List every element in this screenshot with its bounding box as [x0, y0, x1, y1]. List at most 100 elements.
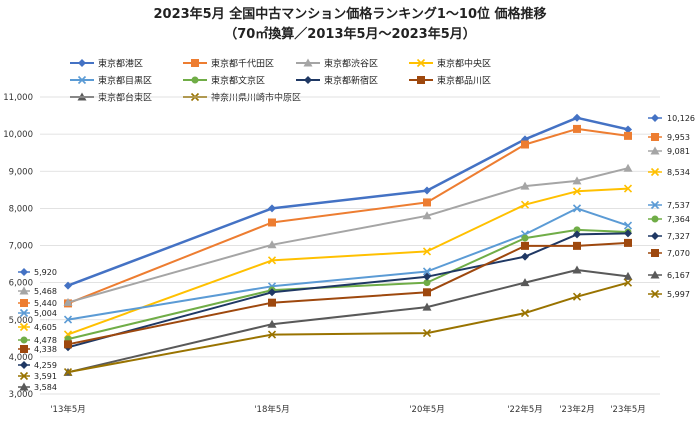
- start-label: 4,338: [18, 345, 57, 354]
- chart-title: 2023年5月 全国中古マンション価格ランキング1～10位 価格推移: [153, 6, 546, 22]
- legend-item: 東京都目黒区: [70, 75, 152, 87]
- end-label: 10,126: [648, 114, 695, 123]
- series-line: [67, 116, 629, 287]
- data-point: [573, 113, 581, 122]
- start-value: 4,478: [34, 336, 57, 345]
- y-tick-label: 6,000: [9, 279, 33, 289]
- chart-subtitle: （70㎡換算／2013年5月～2023年5月）: [224, 26, 476, 42]
- y-tick-label: 3,000: [9, 390, 33, 400]
- data-point: [623, 163, 633, 172]
- start-label: 5,920: [18, 268, 57, 277]
- label-key-marker: [650, 200, 660, 210]
- series-line: [67, 232, 629, 349]
- start-label: 5,468: [18, 286, 57, 296]
- legend-item: 東京都文京区: [183, 75, 265, 87]
- legend-item: 東京都渋谷区: [296, 58, 378, 70]
- series-line: [67, 241, 629, 346]
- data-point: [423, 288, 431, 297]
- legend-marker: [416, 58, 426, 68]
- end-label: 5,997: [648, 289, 690, 299]
- start-value: 5,920: [34, 268, 57, 277]
- data-point: [267, 256, 277, 265]
- label-key-marker: [651, 133, 659, 141]
- start-value: 4,259: [34, 361, 57, 370]
- data-point: [573, 241, 581, 250]
- label-key-marker: [651, 232, 659, 240]
- x-tick-label: '18年5月: [254, 404, 290, 415]
- label-key-marker: [19, 382, 29, 391]
- data-point: [63, 297, 73, 306]
- legend-label: 東京都渋谷区: [324, 58, 378, 70]
- y-tick-label: 8,000: [9, 204, 33, 214]
- legend-label: 神奈川県川崎市中原区: [211, 92, 301, 104]
- series-line: [67, 207, 629, 321]
- data-point: [521, 241, 529, 250]
- end-value: 10,126: [667, 114, 695, 123]
- y-axis: 3,000 4,000 5,000 6,000 7,000 8,000 9,000 10,00…: [3, 93, 33, 400]
- legend-label: 東京都品川区: [437, 75, 491, 87]
- label-key-marker: [20, 345, 28, 353]
- start-label: 3,591: [18, 371, 57, 381]
- y-tick-label: 11,000: [3, 93, 33, 103]
- x-axis: '13年5月 '18年5月 '20年5月 '22年5月 '23年2月 '23年5月: [50, 404, 646, 415]
- data-point: [268, 288, 276, 297]
- data-point: [623, 278, 633, 287]
- legend-label: 東京都港区: [98, 58, 143, 70]
- series-10: [63, 278, 633, 377]
- data-point: [422, 247, 432, 256]
- series-line: [67, 269, 629, 374]
- legend-marker: [303, 58, 313, 67]
- x-tick-label: '23年5月: [610, 404, 646, 415]
- label-key-marker: [19, 286, 29, 295]
- end-label: 9,081: [648, 146, 690, 156]
- series-line: [67, 127, 629, 305]
- data-point: [267, 330, 277, 339]
- end-label: 9,953: [648, 133, 690, 142]
- data-point: [267, 319, 277, 328]
- data-point: [422, 267, 432, 276]
- end-label: 7,070: [648, 249, 690, 258]
- end-value: 7,070: [667, 249, 690, 258]
- data-point: [520, 278, 530, 287]
- legend-marker: [191, 76, 199, 84]
- end-value: 5,997: [667, 290, 690, 299]
- data-point: [63, 315, 73, 324]
- data-point: [623, 221, 633, 230]
- label-key-marker: [19, 308, 29, 318]
- series-8: [64, 238, 632, 349]
- legend-marker: [77, 75, 87, 85]
- legend-item: 東京都新宿区: [296, 75, 378, 87]
- label-key-marker: [19, 322, 29, 332]
- data-point: [267, 240, 277, 249]
- data-point: [64, 340, 72, 349]
- data-point: [572, 292, 582, 301]
- data-point: [422, 302, 432, 311]
- end-value: 6,167: [667, 271, 690, 280]
- end-value: 7,327: [667, 232, 690, 241]
- label-key-marker: [651, 249, 659, 257]
- legend-item: 東京都千代田区: [183, 58, 274, 70]
- label-key-marker: [20, 361, 28, 369]
- data-point: [572, 176, 582, 185]
- data-point: [268, 204, 276, 213]
- series-1: [64, 113, 632, 290]
- legend-item: 神奈川県川崎市中原区: [183, 92, 301, 104]
- series-line: [67, 167, 629, 304]
- data-point: [573, 230, 581, 239]
- data-point: [423, 279, 431, 287]
- data-point: [573, 226, 581, 234]
- data-point: [573, 124, 581, 133]
- legend-label: 東京都中央区: [437, 58, 491, 70]
- data-point: [572, 265, 582, 274]
- data-point: [624, 125, 632, 134]
- y-tick-label: 7,000: [9, 242, 33, 252]
- end-label: 7,364: [648, 215, 690, 224]
- data-point: [572, 187, 582, 196]
- label-key-marker: [650, 289, 660, 299]
- label-key-marker: [650, 167, 660, 177]
- label-key-marker: [650, 146, 660, 155]
- end-label: 7,327: [648, 232, 690, 241]
- legend-marker: [304, 76, 312, 84]
- y-tick-label: 9,000: [9, 167, 33, 177]
